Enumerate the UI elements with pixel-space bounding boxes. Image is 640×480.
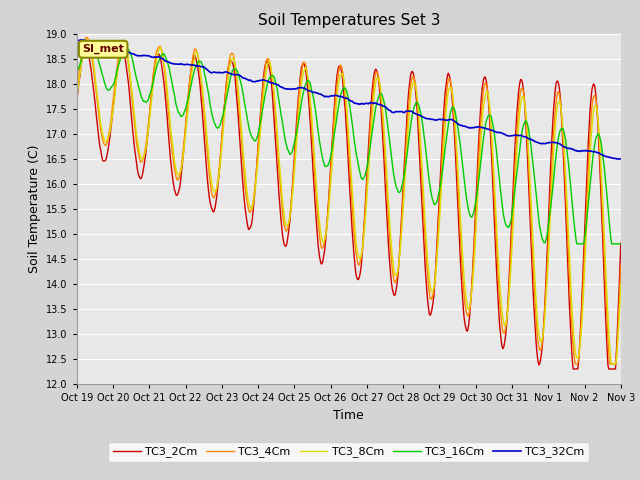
TC3_2Cm: [416, 152, 424, 157]
Text: SI_met: SI_met: [82, 44, 124, 54]
TC3_8Cm: [431, 275, 439, 280]
TC3_8Cm: [84, 37, 92, 43]
TC3_16Cm: [223, 91, 231, 97]
TC3_4Cm: [84, 35, 92, 41]
TC3_4Cm: [223, 72, 231, 78]
TC3_32Cm: [140, 53, 147, 59]
Legend: TC3_2Cm, TC3_4Cm, TC3_8Cm, TC3_16Cm, TC3_32Cm: TC3_2Cm, TC3_4Cm, TC3_8Cm, TC3_16Cm, TC3…: [108, 442, 589, 462]
TC3_32Cm: [73, 38, 81, 44]
TC3_4Cm: [572, 361, 579, 367]
TC3_2Cm: [140, 167, 147, 172]
TC3_2Cm: [81, 46, 89, 51]
TC3_2Cm: [570, 366, 577, 372]
TC3_4Cm: [83, 35, 90, 40]
TC3_2Cm: [617, 240, 625, 246]
TC3_2Cm: [195, 70, 202, 76]
TC3_16Cm: [431, 201, 439, 207]
TC3_8Cm: [140, 155, 147, 161]
TC3_4Cm: [416, 132, 424, 138]
Y-axis label: Soil Temperature (C): Soil Temperature (C): [28, 144, 40, 273]
TC3_2Cm: [431, 271, 439, 276]
TC3_32Cm: [416, 112, 424, 118]
TC3_8Cm: [73, 94, 81, 100]
Line: TC3_8Cm: TC3_8Cm: [77, 40, 621, 364]
TC3_32Cm: [84, 38, 92, 44]
Line: TC3_2Cm: TC3_2Cm: [77, 48, 621, 369]
TC3_16Cm: [195, 59, 202, 65]
TC3_8Cm: [223, 83, 231, 89]
TC3_16Cm: [573, 241, 580, 247]
TC3_16Cm: [617, 241, 625, 247]
Line: TC3_32Cm: TC3_32Cm: [77, 40, 621, 159]
TC3_2Cm: [223, 72, 231, 77]
TC3_32Cm: [223, 69, 231, 75]
TC3_8Cm: [195, 56, 202, 62]
Line: TC3_16Cm: TC3_16Cm: [77, 41, 621, 244]
TC3_2Cm: [84, 49, 92, 55]
TC3_16Cm: [83, 42, 90, 48]
TC3_32Cm: [614, 156, 622, 162]
TC3_16Cm: [73, 70, 81, 76]
X-axis label: Time: Time: [333, 408, 364, 421]
TC3_32Cm: [195, 63, 202, 69]
TC3_16Cm: [86, 38, 94, 44]
TC3_16Cm: [140, 98, 147, 104]
TC3_16Cm: [416, 105, 424, 111]
TC3_4Cm: [195, 57, 202, 62]
Title: Soil Temperatures Set 3: Soil Temperatures Set 3: [257, 13, 440, 28]
TC3_32Cm: [431, 118, 439, 123]
TC3_8Cm: [617, 281, 625, 287]
TC3_8Cm: [416, 123, 424, 129]
Line: TC3_4Cm: TC3_4Cm: [77, 37, 621, 364]
TC3_4Cm: [617, 263, 625, 269]
TC3_4Cm: [431, 270, 439, 276]
TC3_2Cm: [73, 97, 81, 103]
TC3_4Cm: [140, 155, 147, 160]
TC3_32Cm: [617, 156, 625, 162]
TC3_8Cm: [608, 361, 616, 367]
TC3_8Cm: [83, 37, 90, 43]
TC3_4Cm: [73, 88, 81, 94]
TC3_32Cm: [77, 37, 85, 43]
